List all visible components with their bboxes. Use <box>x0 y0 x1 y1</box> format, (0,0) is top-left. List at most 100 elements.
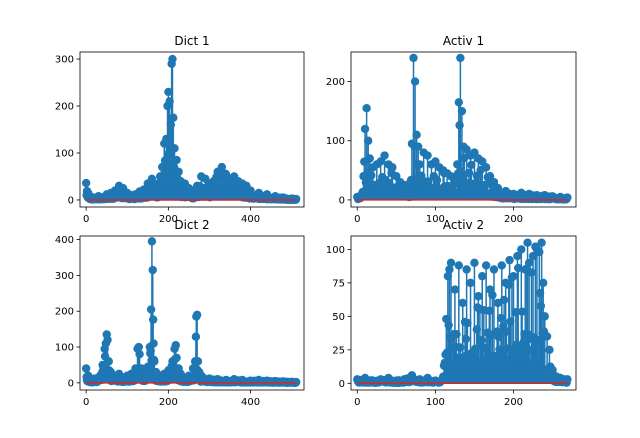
stem-marker <box>489 177 499 187</box>
x-tick-label: 400 <box>241 397 260 408</box>
axes-frame <box>79 51 305 208</box>
stem-marker <box>165 156 175 165</box>
stem-marker <box>542 332 552 341</box>
stem-marker <box>412 130 421 140</box>
x-tick-label: 0 <box>83 214 89 225</box>
stem-marker <box>503 344 513 353</box>
y-tick-label: 200 <box>326 77 345 88</box>
stem-marker <box>166 120 176 130</box>
stem-marker <box>423 151 432 160</box>
stem-marker <box>536 301 546 311</box>
stem-marker <box>517 307 527 316</box>
stem-marker <box>537 238 546 247</box>
stem-marker <box>431 157 440 166</box>
stem-marker <box>456 343 465 352</box>
stem-marker <box>563 375 572 384</box>
stem-marker <box>519 337 528 347</box>
stem-marker <box>456 53 465 63</box>
axes-frame <box>79 235 305 391</box>
x-tick-label: 200 <box>159 214 178 225</box>
y-tick-label: 200 <box>55 102 74 113</box>
y-tick-label: 75 <box>332 278 345 289</box>
stem-marker <box>521 352 531 361</box>
stem-marker <box>362 104 371 113</box>
y-tick-label: 100 <box>55 148 74 159</box>
stem-marker <box>445 265 454 274</box>
stem-marker <box>134 342 143 352</box>
stem-marker <box>499 295 509 305</box>
stem-marker <box>481 163 491 172</box>
x-tick-label: 0 <box>354 397 360 408</box>
stem-marker <box>502 327 511 336</box>
stem-marker <box>104 357 113 366</box>
stem-marker <box>169 113 178 122</box>
stem-marker <box>466 278 475 288</box>
stem-marker <box>365 154 374 163</box>
y-tick-label: 300 <box>55 271 74 282</box>
y-tick-label: 25 <box>332 345 345 356</box>
stem-marker <box>535 247 544 257</box>
stem-marker <box>510 356 519 366</box>
stem-marker <box>488 290 497 300</box>
stem-marker <box>545 345 554 355</box>
stem-marker <box>454 261 464 270</box>
y-tick-label: 0 <box>68 195 74 206</box>
stem-marker <box>146 346 155 356</box>
axes-frame <box>350 235 577 391</box>
stem-marker <box>432 176 442 185</box>
stem-marker <box>360 124 370 134</box>
stem-marker <box>410 77 420 86</box>
x-tick-label: 400 <box>241 214 260 225</box>
stem-marker <box>146 305 156 314</box>
y-tick-label: 100 <box>55 343 74 354</box>
stem-marker <box>525 345 535 355</box>
stem-marker <box>413 142 423 151</box>
stem-marker <box>527 268 536 277</box>
stem-series <box>81 237 301 387</box>
stem-marker <box>478 271 487 281</box>
x-tick-label: 0 <box>83 397 89 408</box>
stem-marker <box>170 144 179 153</box>
y-tick-label: 400 <box>55 235 74 246</box>
subplot-title: Dict 1 <box>174 34 209 48</box>
stem-marker <box>448 360 457 369</box>
stem-marker <box>462 145 471 154</box>
stem-series <box>353 53 572 204</box>
stem-marker <box>388 163 397 172</box>
stem-marker <box>461 334 471 344</box>
stem-marker <box>511 307 521 317</box>
subplot-title: Dict 2 <box>174 218 209 232</box>
stem-marker <box>465 362 474 372</box>
y-tick-label: 100 <box>326 136 345 147</box>
stem-marker <box>485 306 494 315</box>
y-tick-label: 0 <box>339 195 345 206</box>
x-tick-label: 100 <box>426 214 445 225</box>
stem-marker <box>470 258 479 267</box>
stem-marker <box>363 136 373 145</box>
stem-marker <box>147 174 157 184</box>
stem-marker <box>453 160 462 169</box>
stem-marker <box>442 348 452 357</box>
stem-marker <box>493 298 503 308</box>
stem-marker <box>534 356 543 366</box>
stem-marker <box>458 298 467 308</box>
stem-marker <box>492 361 501 371</box>
stem-marker <box>470 148 479 157</box>
stem-marker <box>81 178 91 188</box>
stem-marker <box>103 335 112 345</box>
stem-marker <box>513 251 522 261</box>
stem-marker <box>462 265 471 274</box>
stem-marker <box>172 155 181 165</box>
stem-marker <box>444 320 453 330</box>
stem-marker <box>513 263 523 273</box>
stem-marker <box>168 54 177 64</box>
stem-marker <box>457 106 467 116</box>
stem-marker <box>409 53 418 63</box>
x-tick-label: 100 <box>426 397 445 408</box>
stem-marker <box>481 261 491 270</box>
stem-marker <box>291 194 301 204</box>
stem-marker <box>135 349 144 359</box>
stem-marker <box>367 171 376 180</box>
subplot-2: 0 100 200 0 100 200 Activ 1 <box>326 34 577 225</box>
stem-marker <box>540 312 549 321</box>
